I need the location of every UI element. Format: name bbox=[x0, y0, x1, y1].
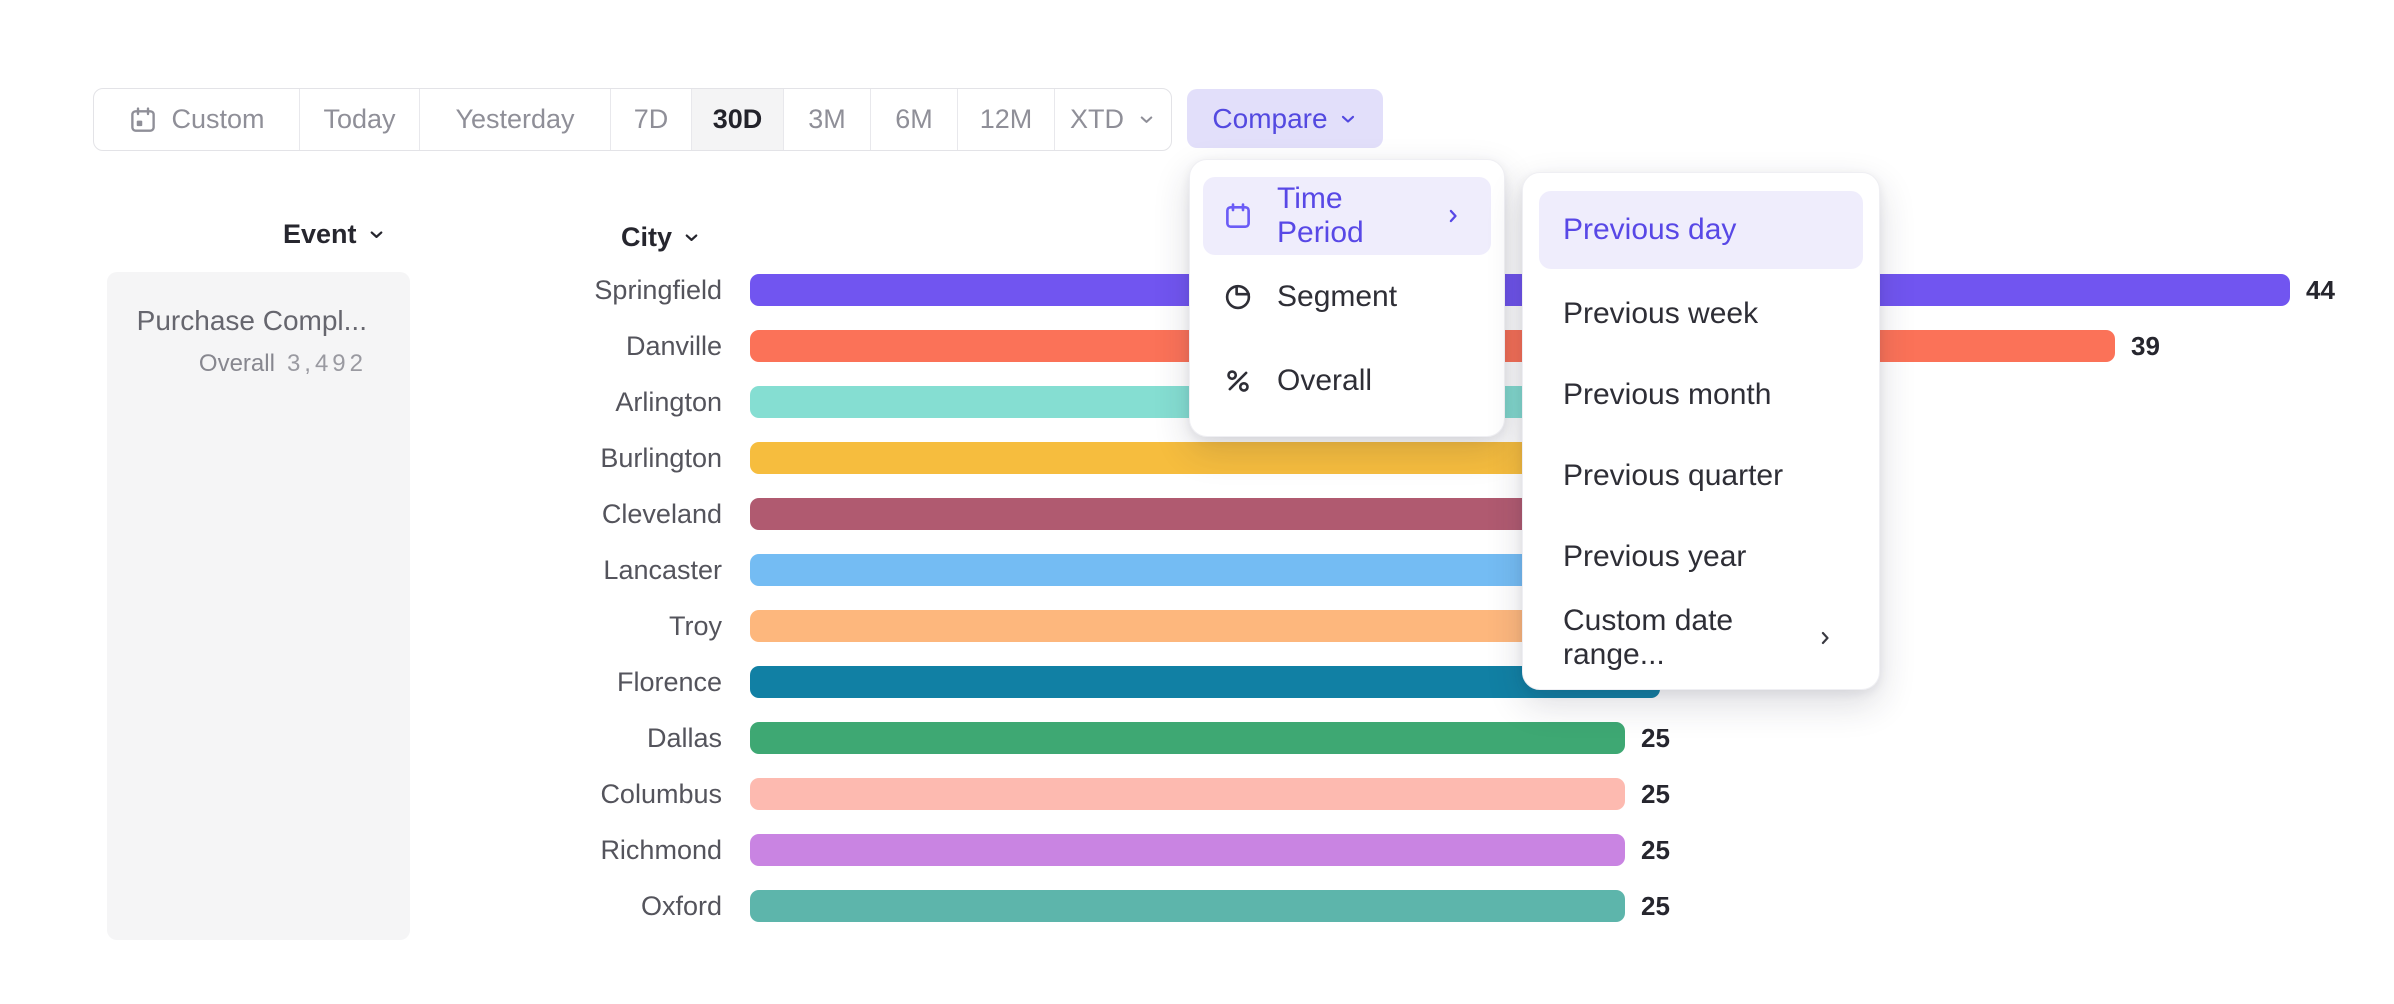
toolbar-item-yesterday[interactable]: Yesterday bbox=[420, 89, 611, 150]
compare-dropdown-menu: Time Period Segment Overall bbox=[1189, 159, 1505, 437]
menu-item-label: Previous quarter bbox=[1563, 458, 1784, 492]
bar-value: 25 bbox=[1641, 835, 1670, 865]
calendar-icon bbox=[1223, 201, 1253, 231]
submenu-item-previous-month[interactable]: Previous month bbox=[1539, 354, 1863, 435]
toolbar-item-custom[interactable]: Custom bbox=[94, 89, 300, 150]
submenu-item-custom-date-range-[interactable]: Custom date range... bbox=[1539, 597, 1863, 678]
toolbar-item-xtd[interactable]: XTD bbox=[1055, 89, 1171, 150]
city-column-header[interactable]: City bbox=[621, 222, 701, 253]
toolbar-item-label: 30D bbox=[712, 104, 763, 134]
bar-value: 44 bbox=[2306, 274, 2335, 305]
segment-icon bbox=[1223, 282, 1253, 312]
toolbar-item-12m[interactable]: 12M bbox=[958, 89, 1055, 150]
chevron-right-icon bbox=[1443, 206, 1463, 226]
bar-springfield[interactable] bbox=[750, 273, 2290, 306]
compare-menu-item-time-period[interactable]: Time Period bbox=[1203, 177, 1491, 255]
menu-item-label: Previous week bbox=[1563, 296, 1759, 330]
compare-button[interactable]: Compare bbox=[1187, 89, 1383, 148]
bar-row-label: Cleveland bbox=[601, 498, 722, 529]
bar-row-label: Columbus bbox=[600, 778, 722, 809]
compare-button-label: Compare bbox=[1212, 102, 1328, 134]
event-column-header-label: Event bbox=[283, 219, 357, 249]
menu-item-label: Overall bbox=[1277, 364, 1373, 397]
bar-dallas[interactable] bbox=[750, 721, 1625, 754]
chevron-down-icon bbox=[1137, 110, 1156, 129]
bar-row-label: Danville bbox=[625, 330, 722, 361]
toolbar-item-label: Yesterday bbox=[455, 104, 575, 134]
submenu-item-previous-week[interactable]: Previous week bbox=[1539, 273, 1863, 354]
bar-row-label: Lancaster bbox=[603, 554, 722, 585]
bar-florence[interactable] bbox=[750, 665, 1660, 698]
toolbar-item-label: 7D bbox=[633, 104, 669, 134]
bar-value: 25 bbox=[1641, 778, 1670, 809]
event-card[interactable]: Purchase Compl... Overall 3,492 bbox=[107, 272, 410, 940]
event-overall-row: Overall 3,492 bbox=[127, 350, 367, 378]
menu-item-label: Previous month bbox=[1563, 377, 1772, 411]
menu-item-label: Segment bbox=[1277, 280, 1398, 313]
menu-item-label: Time Period bbox=[1277, 182, 1364, 249]
menu-item-label: Custom date range... bbox=[1563, 603, 1734, 671]
compare-menu-item-segment[interactable]: Segment bbox=[1203, 255, 1491, 339]
bar-oxford[interactable] bbox=[750, 890, 1625, 923]
toolbar-item-label: Today bbox=[323, 104, 396, 134]
bar-row-label: Florence bbox=[616, 666, 722, 697]
toolbar-item-30d[interactable]: 30D bbox=[692, 89, 784, 150]
bar-row-label: Springfield bbox=[594, 274, 722, 305]
bar-row-label: Troy bbox=[669, 610, 722, 641]
date-range-toolbar: Custom Today Yesterday 7D 30D 3M 6M 12M XTD bbox=[93, 88, 1172, 151]
chevron-down-icon bbox=[1338, 109, 1358, 129]
bar-columbus[interactable] bbox=[750, 777, 1625, 810]
bar-richmond[interactable] bbox=[750, 834, 1625, 866]
event-name: Purchase Compl... bbox=[136, 305, 367, 336]
chevron-down-icon bbox=[367, 225, 386, 244]
menu-item-label: Previous year bbox=[1563, 539, 1747, 573]
bar-row-label: Burlington bbox=[600, 442, 722, 473]
time-period-submenu: Previous day Previous week Previous month P… bbox=[1522, 172, 1880, 690]
toolbar-item-label: 6M bbox=[895, 104, 933, 134]
chevron-down-icon bbox=[682, 228, 701, 247]
toolbar-item-label: 12M bbox=[979, 104, 1033, 134]
submenu-item-previous-day[interactable]: Previous day bbox=[1539, 191, 1863, 269]
toolbar-item-label: Custom bbox=[171, 104, 265, 134]
submenu-item-previous-quarter[interactable]: Previous quarter bbox=[1539, 435, 1863, 516]
toolbar-item-label: 3M bbox=[808, 104, 846, 134]
bar-row-label: Oxford bbox=[640, 891, 722, 922]
toolbar-item-3m[interactable]: 3M bbox=[784, 89, 871, 150]
bar-row-label: Dallas bbox=[646, 722, 722, 753]
percent-icon bbox=[1223, 366, 1253, 396]
bar-value: 25 bbox=[1641, 722, 1670, 753]
overall-label: Overall bbox=[198, 350, 275, 377]
chevron-right-icon bbox=[1815, 628, 1835, 648]
calendar-dot-icon bbox=[128, 105, 158, 135]
city-column-header-label: City bbox=[621, 222, 673, 252]
toolbar-item-6m[interactable]: 6M bbox=[871, 89, 958, 150]
menu-item-label: Previous day bbox=[1563, 213, 1737, 246]
toolbar-item-7d[interactable]: 7D bbox=[611, 89, 692, 150]
bar-value: 39 bbox=[2131, 330, 2160, 361]
event-column-header[interactable]: Event bbox=[283, 219, 386, 250]
bar-value: 25 bbox=[1641, 891, 1670, 922]
toolbar-item-today[interactable]: Today bbox=[300, 89, 420, 150]
bar-row-label: Arlington bbox=[615, 386, 722, 417]
compare-menu-item-overall[interactable]: Overall bbox=[1203, 339, 1491, 423]
bar-row-label: Richmond bbox=[600, 835, 722, 865]
toolbar-item-label: XTD bbox=[1070, 104, 1124, 134]
submenu-item-previous-year[interactable]: Previous year bbox=[1539, 516, 1863, 597]
overall-value: 3,492 bbox=[286, 350, 367, 377]
